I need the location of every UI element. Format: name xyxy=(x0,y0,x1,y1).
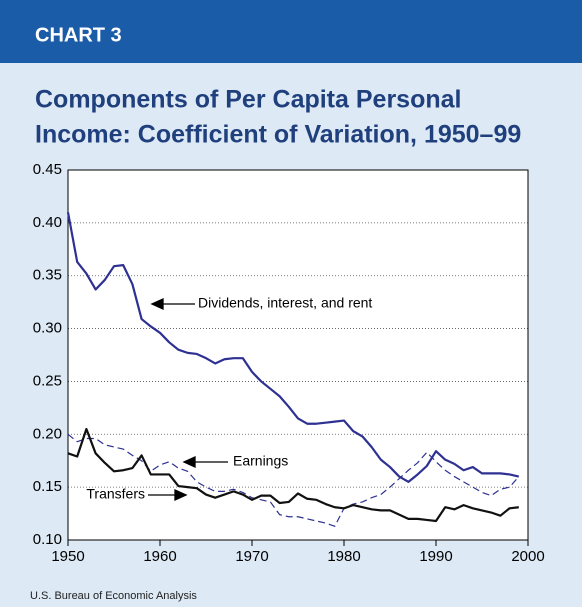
x-tick-label: 1960 xyxy=(143,548,176,565)
series-label: Earnings xyxy=(233,453,288,469)
x-tick-label: 1980 xyxy=(327,548,360,565)
x-tick-label: 1990 xyxy=(419,548,452,565)
source: U.S. Bureau of Economic Analysis xyxy=(30,590,197,602)
series-label: Transfers xyxy=(86,486,145,502)
plot-frame xyxy=(67,169,529,541)
series-label: Dividends, interest, and rent xyxy=(198,295,372,311)
y-tick-label: 0.30 xyxy=(33,320,62,337)
y-tick-label: 0.40 xyxy=(33,214,62,231)
chart-label: CHART 3 xyxy=(35,24,122,46)
series-line xyxy=(66,212,520,483)
y-tick-label: 0.25 xyxy=(33,372,62,389)
y-tick-label: 0.10 xyxy=(33,531,62,548)
chart-title: Income: Coefficient of Variation, 1950–9… xyxy=(35,121,521,149)
x-tick-label: 2000 xyxy=(511,548,544,565)
chart-title: Components of Per Capita Personal xyxy=(35,86,461,114)
series-line xyxy=(67,427,519,523)
y-tick-label: 0.45 xyxy=(33,161,62,178)
plot-area xyxy=(68,170,528,540)
x-tick-label: 1970 xyxy=(235,548,268,565)
x-tick-label: 1950 xyxy=(51,548,84,565)
y-tick-label: 0.20 xyxy=(33,425,62,442)
header-bar xyxy=(0,0,582,63)
y-tick-label: 0.35 xyxy=(33,267,62,284)
annotation-arrows xyxy=(148,297,228,502)
y-tick-label: 0.15 xyxy=(33,478,62,495)
